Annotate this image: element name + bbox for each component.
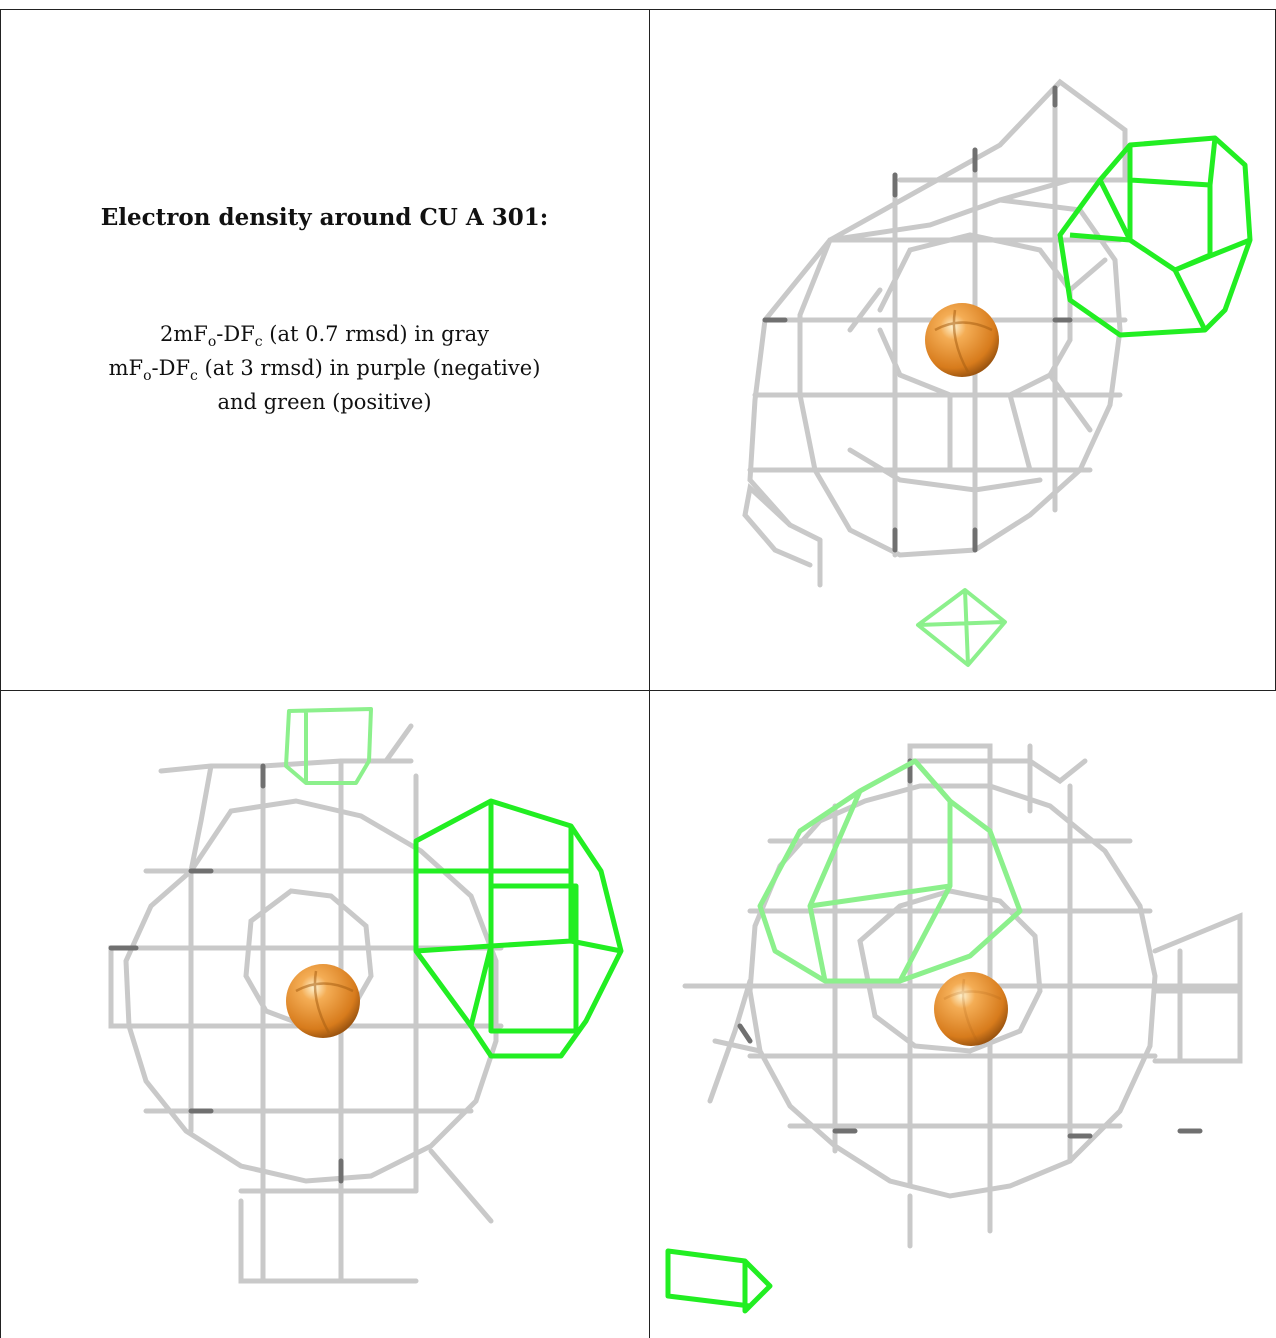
gray-mesh-dark [108, 763, 344, 1184]
border-top [0, 9, 1276, 10]
copper-atom [934, 972, 1008, 1046]
border-center [649, 9, 650, 1338]
copper-atom [925, 303, 999, 377]
density-panel-top-right [650, 10, 1275, 690]
caption-title: Electron density around CU A 301: [100, 204, 549, 231]
density-view-1 [742, 78, 1253, 667]
density-panel-bottom-left [1, 691, 649, 1338]
density-view-2 [108, 707, 624, 1284]
gray-mesh-dark [762, 85, 1073, 553]
border-left [0, 9, 1, 1338]
density-panel-bottom-right [650, 691, 1276, 1338]
green-mesh-cluster [757, 758, 1023, 984]
green-mesh-top [284, 707, 373, 785]
green-mesh-small [916, 588, 1007, 667]
caption-line-3: and green (positive) [217, 390, 432, 414]
copper-atom [286, 964, 360, 1038]
gray-mesh-dark [737, 758, 1203, 1139]
green-mesh-cluster [413, 798, 624, 1059]
gray-mesh [742, 78, 1128, 588]
green-mesh-small [665, 1248, 773, 1314]
border-middle [0, 690, 1276, 691]
caption-cell: Electron density around CU A 301: 2mFo-D… [0, 0, 649, 690]
caption-line-2: mFo-DFc (at 3 rmsd) in purple (negative) [108, 356, 541, 385]
density-view-3 [665, 743, 1243, 1314]
green-mesh-cluster [1057, 135, 1253, 338]
caption-line-1: 2mFo-DFc (at 0.7 rmsd) in gray [159, 322, 490, 351]
